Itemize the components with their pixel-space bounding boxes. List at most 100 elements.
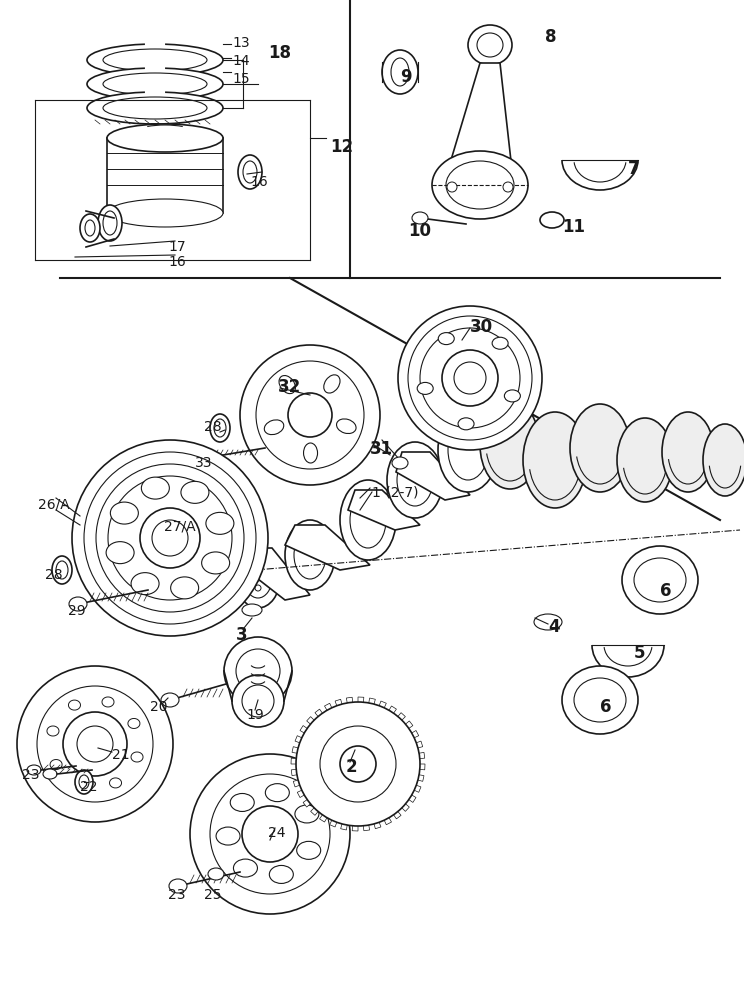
Text: 27/A: 27/A <box>164 520 196 534</box>
Ellipse shape <box>236 649 280 693</box>
Text: 1 (2-7): 1 (2-7) <box>372 486 418 500</box>
Ellipse shape <box>622 546 698 614</box>
Ellipse shape <box>87 92 223 124</box>
Polygon shape <box>393 713 405 726</box>
Ellipse shape <box>181 481 209 503</box>
Ellipse shape <box>392 457 408 469</box>
Ellipse shape <box>210 414 230 442</box>
Polygon shape <box>295 736 309 746</box>
Ellipse shape <box>169 879 187 893</box>
Polygon shape <box>348 490 420 530</box>
Polygon shape <box>407 782 421 792</box>
Ellipse shape <box>87 44 223 76</box>
Ellipse shape <box>75 770 93 794</box>
Ellipse shape <box>234 859 257 877</box>
Ellipse shape <box>294 531 326 579</box>
Polygon shape <box>400 721 413 733</box>
Circle shape <box>340 746 376 782</box>
Ellipse shape <box>617 418 673 502</box>
Ellipse shape <box>285 520 335 590</box>
Text: 26/A: 26/A <box>38 498 70 512</box>
Ellipse shape <box>77 726 113 762</box>
Ellipse shape <box>210 774 330 894</box>
Polygon shape <box>315 709 327 723</box>
Ellipse shape <box>110 502 138 524</box>
Ellipse shape <box>264 420 283 435</box>
Text: 15: 15 <box>232 72 250 86</box>
Polygon shape <box>389 805 401 819</box>
Polygon shape <box>298 787 311 798</box>
Ellipse shape <box>242 604 262 616</box>
Text: 28: 28 <box>45 568 62 582</box>
Circle shape <box>255 575 261 581</box>
Polygon shape <box>307 717 320 729</box>
Text: 5: 5 <box>634 644 646 662</box>
Polygon shape <box>320 808 331 822</box>
Text: 23: 23 <box>22 768 39 782</box>
Text: 21: 21 <box>112 748 129 762</box>
Ellipse shape <box>202 552 230 574</box>
Polygon shape <box>291 758 304 764</box>
Ellipse shape <box>398 306 542 450</box>
Ellipse shape <box>236 548 280 608</box>
Ellipse shape <box>69 597 87 611</box>
Ellipse shape <box>238 155 262 189</box>
Polygon shape <box>448 63 512 170</box>
Ellipse shape <box>417 382 433 394</box>
Ellipse shape <box>574 678 626 722</box>
Ellipse shape <box>279 376 295 394</box>
Ellipse shape <box>103 49 207 71</box>
Text: 23: 23 <box>168 888 185 902</box>
Text: 12: 12 <box>330 138 353 156</box>
Text: 31: 31 <box>370 440 393 458</box>
Polygon shape <box>411 752 425 759</box>
Ellipse shape <box>206 512 234 534</box>
Ellipse shape <box>662 412 714 492</box>
Ellipse shape <box>387 442 443 518</box>
Text: 6: 6 <box>600 698 612 716</box>
Text: 28: 28 <box>204 420 222 434</box>
Circle shape <box>296 702 420 826</box>
Polygon shape <box>292 747 306 755</box>
Text: 17: 17 <box>168 240 185 254</box>
Polygon shape <box>358 697 364 710</box>
Polygon shape <box>107 138 223 213</box>
Polygon shape <box>303 795 317 807</box>
Circle shape <box>255 565 261 571</box>
Ellipse shape <box>190 754 350 914</box>
Ellipse shape <box>480 401 540 489</box>
Polygon shape <box>381 811 391 825</box>
Text: 16: 16 <box>250 175 268 189</box>
Ellipse shape <box>442 350 498 406</box>
Text: 32: 32 <box>278 378 301 396</box>
Ellipse shape <box>454 362 486 394</box>
Text: 18: 18 <box>268 44 291 62</box>
Ellipse shape <box>161 693 179 707</box>
Ellipse shape <box>230 793 254 811</box>
Polygon shape <box>335 699 344 713</box>
Polygon shape <box>240 548 310 600</box>
Ellipse shape <box>266 784 289 802</box>
Ellipse shape <box>570 404 630 492</box>
Ellipse shape <box>288 393 332 437</box>
Ellipse shape <box>412 212 428 224</box>
Polygon shape <box>372 815 381 829</box>
Ellipse shape <box>468 25 512 65</box>
Ellipse shape <box>492 337 508 349</box>
Ellipse shape <box>224 637 292 705</box>
Ellipse shape <box>382 50 418 94</box>
Ellipse shape <box>216 827 240 845</box>
Ellipse shape <box>52 556 72 584</box>
Polygon shape <box>363 817 370 831</box>
Polygon shape <box>385 706 397 720</box>
Ellipse shape <box>540 212 564 228</box>
Ellipse shape <box>37 686 153 802</box>
Text: 9: 9 <box>400 68 411 86</box>
Text: 16: 16 <box>168 255 186 269</box>
Ellipse shape <box>534 614 562 630</box>
Polygon shape <box>411 764 425 770</box>
Polygon shape <box>403 791 416 802</box>
Ellipse shape <box>56 561 68 579</box>
Ellipse shape <box>107 199 223 227</box>
Circle shape <box>320 726 396 802</box>
